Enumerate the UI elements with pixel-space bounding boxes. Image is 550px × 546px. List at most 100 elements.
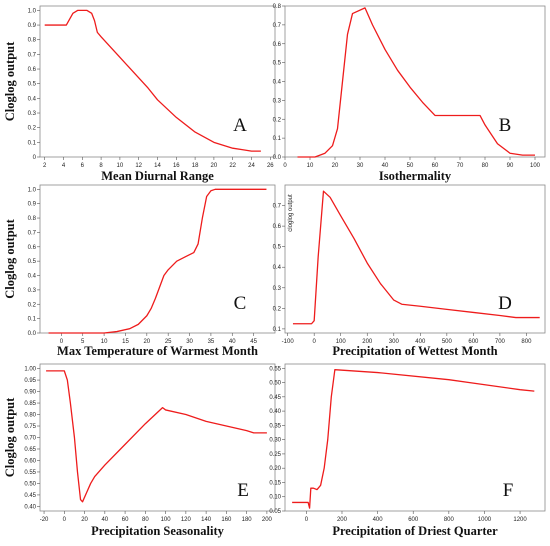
y-tick-label: 0.0 [273, 155, 282, 161]
y-tick-label: 0.55 [24, 470, 36, 476]
x-tick-label: 600 [408, 517, 419, 523]
y-tick-label: 0.25 [269, 452, 281, 458]
x-tick-label: 8 [99, 163, 103, 169]
response-curve [46, 370, 267, 503]
x-tick-label: 180 [242, 517, 253, 523]
y-tick-label: 0.90 [24, 390, 36, 396]
y-axis-label: cloglog output [288, 194, 294, 232]
x-tick-label: 15 [122, 339, 129, 345]
y-tick-label: 0.5 [273, 245, 282, 251]
response-curve [48, 188, 267, 334]
x-tick-label: 70 [457, 163, 464, 169]
y-tick-label: 0.15 [269, 480, 281, 486]
y-tick-label: 0.1 [28, 140, 37, 146]
response-curve [292, 190, 540, 325]
y-tick-label: 0.2 [28, 302, 37, 308]
y-tick-label: 0.6 [273, 224, 282, 230]
y-tick-label: 0.50 [24, 481, 36, 487]
x-tick-label: 6 [81, 163, 85, 169]
x-axis-label: Precipitation of Driest Quarter [332, 524, 498, 538]
y-tick-label: 0.2 [28, 126, 37, 132]
x-tick-label: 18 [192, 163, 199, 169]
y-tick-label: 0.45 [269, 395, 281, 401]
y-tick-label: 0.5 [28, 259, 37, 265]
x-tick-label: 35 [208, 339, 215, 345]
y-tick-label: 1.0 [28, 8, 37, 14]
x-tick-label: 26 [267, 163, 274, 169]
response-curve [292, 369, 535, 509]
x-tick-label: 1000 [478, 517, 492, 523]
y-tick-label: 0.3 [273, 98, 282, 104]
y-tick-label: 0 [33, 155, 37, 161]
y-tick-label: 0.70 [24, 436, 36, 442]
y-tick-label: 0.6 [28, 67, 37, 73]
x-tick-label: 60 [432, 163, 439, 169]
y-tick-label: 0.9 [28, 23, 37, 29]
y-tick-label: 0.5 [28, 82, 37, 88]
x-tick-label: 100 [336, 339, 347, 345]
x-tick-label: 20 [332, 163, 339, 169]
y-tick-label: 0.75 [24, 424, 36, 430]
y-tick-label: 0.30 [269, 438, 281, 444]
x-axis-label: Precipitation of Wettest Month [332, 344, 497, 358]
x-tick-label: 400 [415, 339, 426, 345]
chart-panel-c: 0 5 10 15 20 25 30 35 40 45 0.0 0.1 0.2 0.3 0.4 0.5 0.6 0… [3, 184, 276, 358]
x-tick-label: 90 [507, 163, 514, 169]
x-tick-label: 0 [60, 339, 64, 345]
y-tick-label: 0.40 [24, 504, 36, 510]
plot-frame [39, 184, 276, 334]
x-tick-label: 200 [337, 517, 348, 523]
x-tick-label: 20 [81, 517, 88, 523]
y-tick-label: 0.4 [273, 80, 282, 86]
panel-letter: B [499, 115, 512, 136]
x-tick-label: 12 [135, 163, 142, 169]
y-tick-label: 0.85 [24, 401, 36, 407]
x-tick-label: 4 [62, 163, 66, 169]
y-tick-label: 0.8 [28, 216, 37, 222]
panel-letter: C [234, 293, 247, 314]
y-tick-label: 0.45 [24, 493, 36, 499]
x-tick-label: 30 [186, 339, 193, 345]
y-tick-label: 0.65 [24, 447, 36, 453]
x-tick-label: 40 [101, 517, 108, 523]
y-tick-label: 0.60 [24, 458, 36, 464]
x-tick-label: 0 [283, 163, 287, 169]
x-axis-label: Isothermality [379, 169, 452, 183]
y-tick-label: 0.7 [28, 230, 37, 236]
y-tick-label: 1.0 [28, 187, 37, 193]
y-tick-label: 0.1 [28, 317, 37, 323]
y-tick-label: 0.1 [273, 136, 282, 142]
chart-panel-a: 2 4 6 8 10 12 14 16 18 20 22 24 2600.10.20.30.40.50.… [3, 5, 276, 183]
y-tick-label: 0.6 [28, 245, 37, 251]
x-tick-label: 20 [211, 163, 218, 169]
y-tick-label: 0.5 [273, 61, 282, 67]
y-tick-label: 0.4 [28, 96, 37, 102]
y-tick-label: 0.9 [28, 202, 37, 208]
y-axis-label: Cloglog output [3, 41, 17, 121]
x-tick-label: 200 [362, 339, 373, 345]
x-tick-label: -100 [282, 339, 295, 345]
y-tick-label: 0.2 [273, 117, 282, 123]
y-tick-label: 0.7 [273, 204, 282, 210]
x-tick-label: 20 [143, 339, 150, 345]
x-tick-label: 40 [382, 163, 389, 169]
response-curve [44, 9, 261, 152]
y-tick-label: 0.7 [28, 52, 37, 58]
x-tick-label: 50 [407, 163, 414, 169]
x-tick-label: 200 [262, 517, 273, 523]
x-tick-label: 24 [248, 163, 255, 169]
x-tick-label: 700 [495, 339, 506, 345]
panel-letter: D [498, 293, 512, 314]
chart-panel-b: 0 10 20 30 40 50 60 70 80 90 100 0.0 0.1 0.2 0.3 0.4 0.5… [273, 4, 546, 183]
x-tick-label: 2 [43, 163, 47, 169]
y-tick-label: 0.4 [273, 265, 282, 271]
y-tick-label: 0.40 [269, 409, 281, 415]
chart-panel-e: -20 0 20 40 60 80 100 120 140 160 180 200 0.40 0.45 0.… [3, 363, 276, 538]
y-tick-label: 0.3 [28, 111, 37, 117]
x-tick-label: 10 [307, 163, 314, 169]
x-tick-label: 500 [442, 339, 453, 345]
y-tick-label: 0.35 [269, 423, 281, 429]
x-tick-label: 300 [389, 339, 400, 345]
y-tick-label: 0.80 [24, 413, 36, 419]
y-axis-label: Cloglog output [3, 218, 17, 298]
